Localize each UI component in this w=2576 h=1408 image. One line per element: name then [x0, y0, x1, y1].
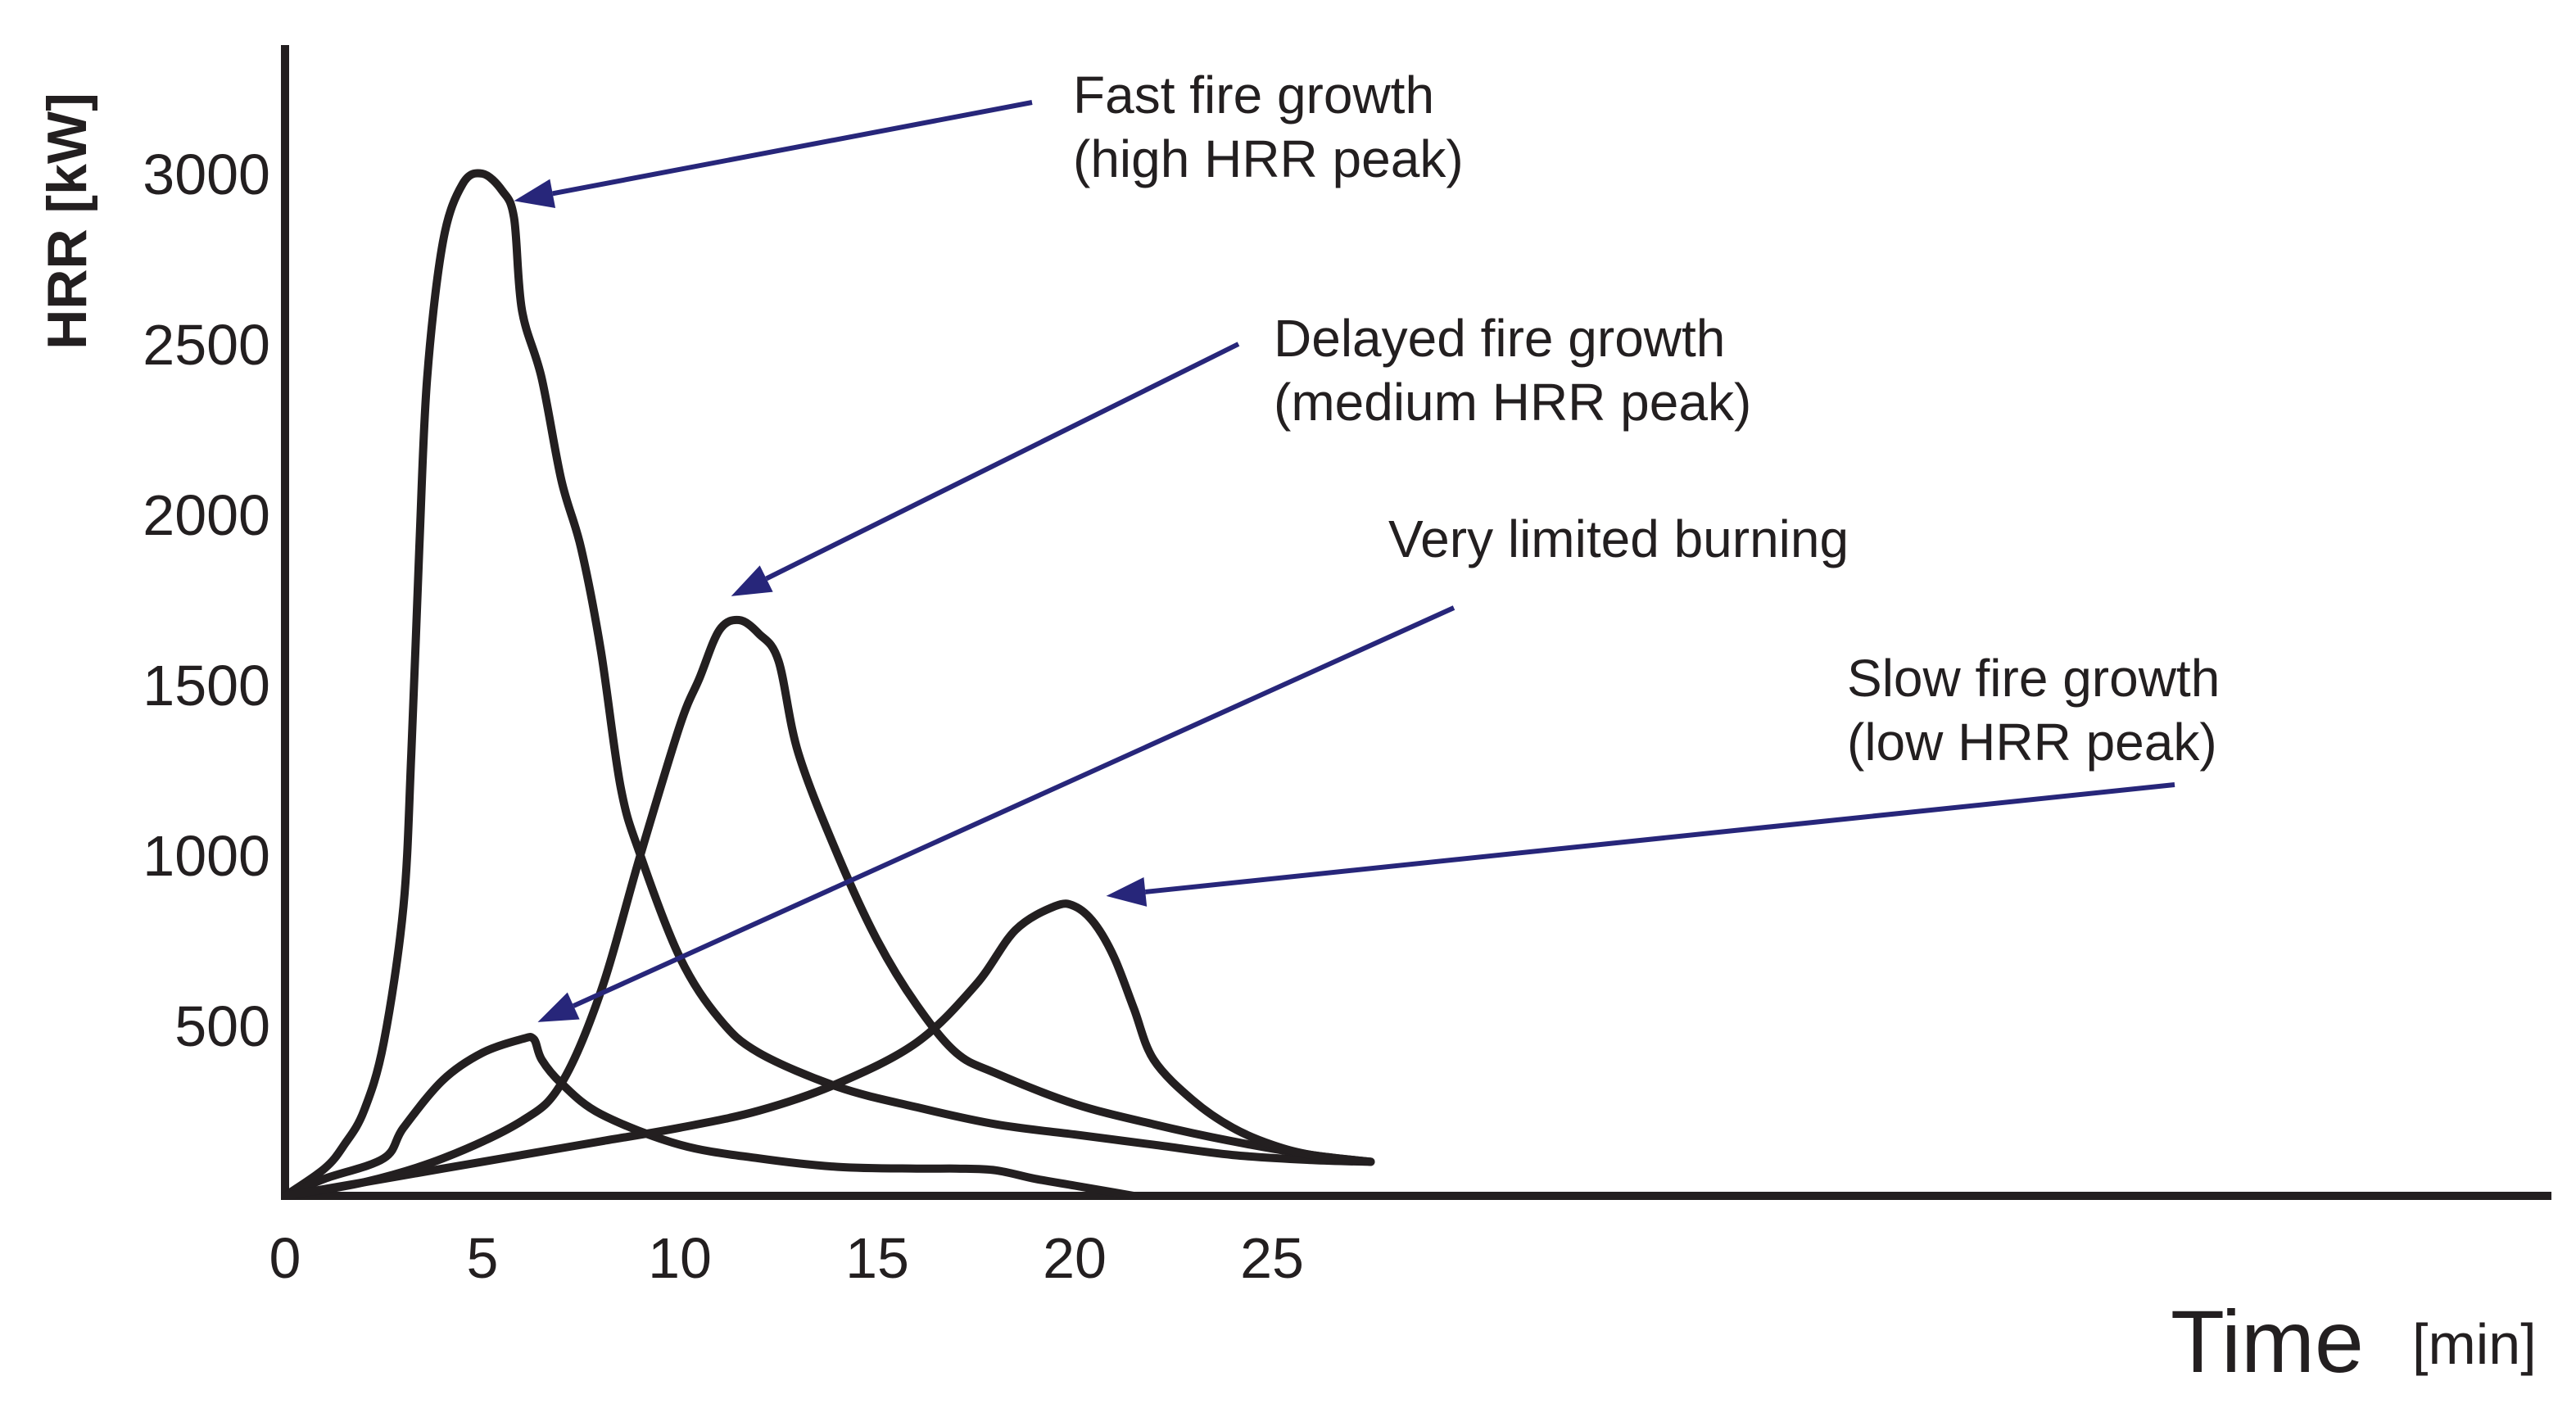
y-tick-label: 2500 — [143, 313, 270, 377]
annotation-arrow — [765, 342, 1240, 582]
x-tick-label: 0 — [269, 1226, 301, 1290]
y-tick-labels: 500 1000 1500 2000 2500 3000 — [143, 143, 270, 1058]
y-tick-label: 2000 — [143, 483, 270, 547]
annotation-text: Fast fire growth — [1073, 66, 1434, 125]
arrowhead-icon — [1106, 877, 1148, 907]
annotation-fast-fire-growth: Fast fire growth(high HRR peak) — [514, 66, 1464, 208]
annotation-delayed-fire-growth: Delayed fire growth(medium HRR peak) — [731, 309, 1751, 596]
annotation-text: (medium HRR peak) — [1274, 373, 1751, 432]
y-tick-label: 1000 — [143, 824, 270, 888]
arrowhead-icon — [514, 179, 556, 208]
series-slow-fire-growth — [281, 899, 1375, 1200]
annotation-group: Fast fire growth(high HRR peak) Delayed f… — [514, 66, 2220, 1022]
x-tick-label: 5 — [467, 1226, 499, 1290]
x-tick-labels: 0 5 10 15 20 25 — [269, 1226, 1304, 1290]
arrowhead-icon — [537, 992, 580, 1022]
series-delayed-fire-growth — [281, 615, 1375, 1200]
annotation-arrow — [1144, 782, 2175, 894]
y-tick-label: 500 — [174, 994, 270, 1058]
series-very-limited-burning — [281, 1033, 1139, 1200]
x-axis-label: Time — [2171, 1292, 2364, 1391]
x-tick-label: 20 — [1043, 1226, 1107, 1290]
annotation-text: Slow fire growth — [1847, 649, 2220, 708]
x-axis-unit: [min] — [2412, 1312, 2537, 1376]
annotation-arrow — [572, 605, 1456, 1008]
annotation-text: (low HRR peak) — [1847, 713, 2217, 772]
annotation-arrow — [552, 100, 1033, 197]
annotation-text: (high HRR peak) — [1073, 129, 1464, 188]
annotation-text: Delayed fire growth — [1274, 309, 1725, 368]
arrowhead-icon — [731, 565, 773, 596]
x-tick-label: 25 — [1240, 1226, 1304, 1290]
annotation-very-limited-burning: Very limited burning — [537, 509, 1849, 1022]
y-axis-label: HRR [kW] — [36, 93, 98, 350]
series-fast-fire-growth — [281, 169, 1375, 1200]
annotation-text: Very limited burning — [1388, 509, 1849, 568]
x-tick-label: 15 — [845, 1226, 909, 1290]
annotation-slow-fire-growth: Slow fire growth(low HRR peak) — [1106, 649, 2220, 907]
y-tick-label: 1500 — [143, 654, 270, 718]
y-tick-label: 3000 — [143, 143, 270, 206]
x-tick-label: 10 — [648, 1226, 712, 1290]
series-group — [281, 169, 1375, 1200]
